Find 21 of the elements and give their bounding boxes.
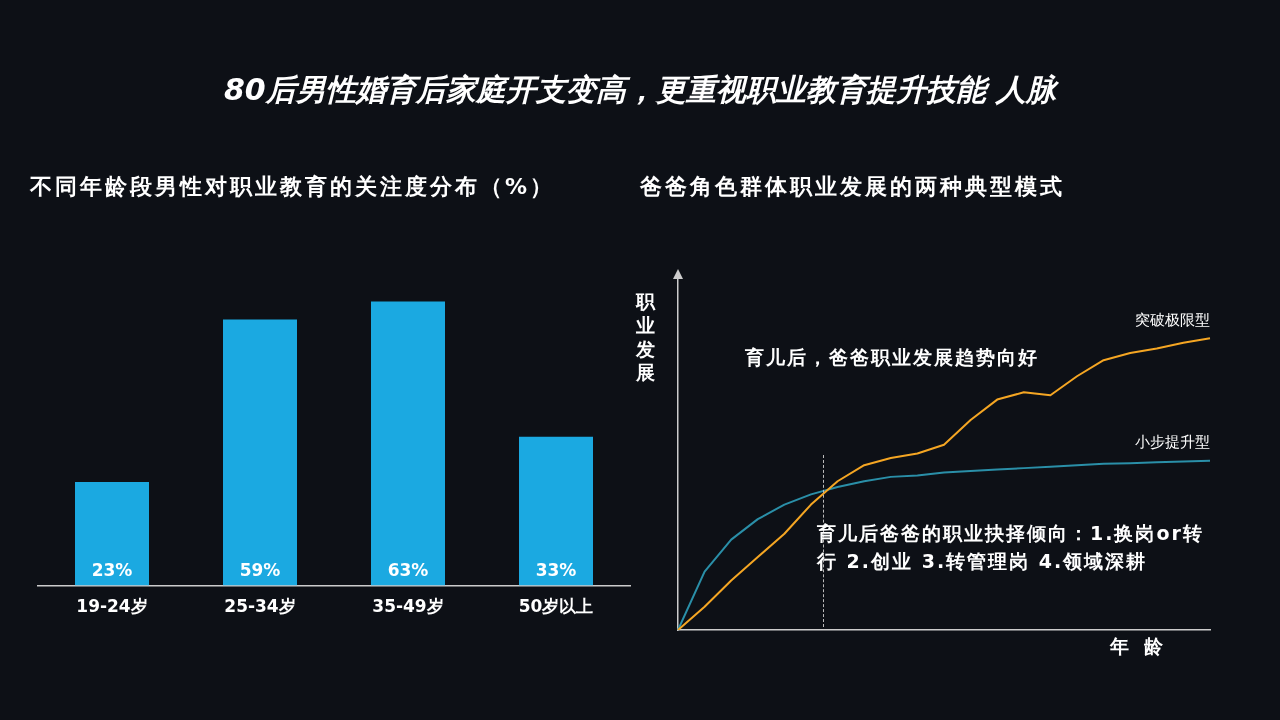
annotation: 育儿后，爸爸职业发展趋势向好 xyxy=(745,345,1040,370)
bar xyxy=(519,436,593,586)
x-tick-label: 35-49岁 xyxy=(372,596,444,617)
bar xyxy=(75,481,149,586)
x-tick-label: 50岁以上 xyxy=(518,596,594,617)
chart-title: 80后男性婚育后家庭开支变高，更重视职业教育提升技能 人脉 xyxy=(222,71,1060,109)
x-tick-label: 25-34岁 xyxy=(224,596,296,617)
series-label: 突破极限型 xyxy=(1135,310,1210,329)
x-tick-label: 19-24岁 xyxy=(76,596,148,617)
data-label: 59% xyxy=(239,559,281,580)
data-label: 23% xyxy=(91,559,133,580)
bar xyxy=(223,319,297,586)
data-label: 63% xyxy=(387,559,429,580)
x-axis-title: 年 龄 xyxy=(1110,634,1167,659)
y-axis-title: 职业发展 xyxy=(636,290,656,385)
chart-subtitle: 不同年龄段男性对职业教育的关注度分布（%） xyxy=(30,173,556,201)
chart-title: 爸爸角色群体职业发展的两种典型模式 xyxy=(640,173,1065,201)
series-label: 小步提升型 xyxy=(1135,433,1210,452)
data-label: 33% xyxy=(535,559,577,580)
annotation: 育儿后爸爸的职业抉择倾向：1.换岗or转行 2.创业 3.转管理岗 4.领域深耕 xyxy=(817,521,1205,574)
bar xyxy=(371,301,445,586)
